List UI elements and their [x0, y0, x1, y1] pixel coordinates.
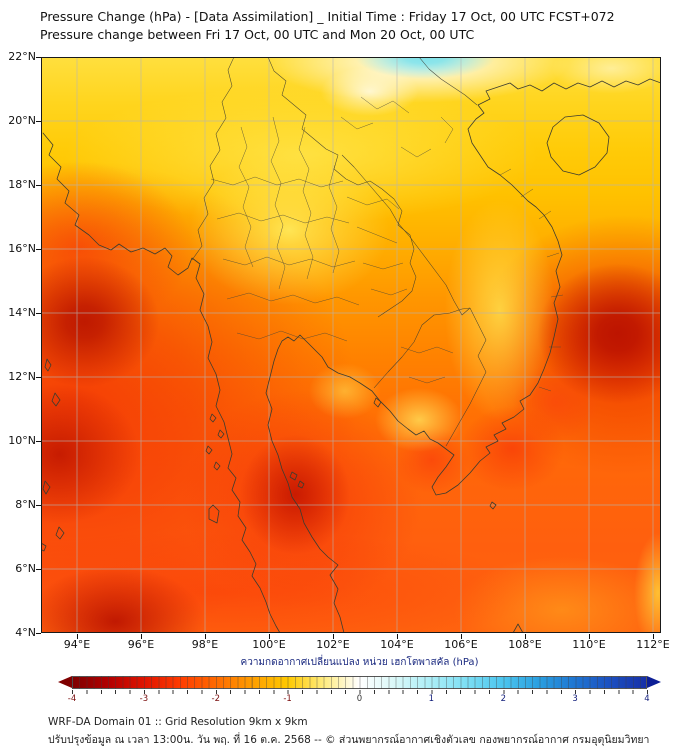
- lat-label-20n: 20°N: [8, 114, 36, 127]
- cb-label-neg3: -3: [139, 694, 149, 704]
- gridlines: [41, 57, 661, 633]
- colorbar-segment-lines: [72, 676, 647, 689]
- footer-credit: ปรับปรุงข้อมูล ณ เวลา 13:00น. วัน พฤ. ที…: [48, 734, 650, 746]
- lat-label-6n: 6°N: [15, 562, 36, 575]
- page-subtitle: Pressure change between Fri 17 Oct, 00 U…: [40, 27, 475, 42]
- lat-label-18n: 18°N: [8, 178, 36, 191]
- lon-label-98e: 98°E: [191, 638, 219, 651]
- lat-label-10n: 10°N: [8, 434, 36, 447]
- footer-domain-info: WRF-DA Domain 01 :: Grid Resolution 9km …: [48, 716, 308, 728]
- map-overlay-svg: [41, 57, 661, 633]
- lon-label-102e: 102°E: [316, 638, 350, 651]
- colorbar-body: [72, 676, 647, 689]
- colorbar-title: ความกดอากาศเปลี่ยนแปลง หน่วย เฮกโตพาสคัล…: [240, 657, 479, 668]
- lat-label-8n: 8°N: [15, 498, 36, 511]
- cb-label-2: 2: [500, 694, 506, 704]
- coastlines: [41, 78, 661, 633]
- colorbar: [58, 676, 661, 689]
- pressure-field: [41, 57, 661, 633]
- cb-label-neg4: -4: [67, 694, 77, 704]
- cb-label-3: 3: [572, 694, 578, 704]
- lon-label-110e: 110°E: [572, 638, 606, 651]
- longitude-tick-marks: [77, 634, 654, 639]
- latitude-tick-marks: [36, 57, 41, 634]
- cb-label-0: 0: [356, 694, 363, 704]
- lat-label-22n: 22°N: [8, 50, 36, 63]
- small-islands: [205, 397, 524, 633]
- map-plot: [41, 57, 661, 633]
- lat-label-12n: 12°N: [8, 370, 36, 383]
- cb-label-neg2: -2: [211, 694, 221, 704]
- cb-label-1: 1: [428, 694, 435, 704]
- country-borders: [191, 57, 487, 447]
- map-frame: [41, 57, 661, 633]
- colorbar-tick-marks: [72, 690, 648, 694]
- lat-label-4n: 4°N: [15, 626, 36, 639]
- cb-label-neg1: -1: [283, 694, 292, 704]
- phuket-island: [208, 504, 220, 524]
- cb-label-4: 4: [644, 694, 650, 704]
- page-title: Pressure Change (hPa) - [Data Assimilati…: [40, 9, 615, 24]
- lon-label-96e: 96°E: [127, 638, 155, 651]
- lat-label-14n: 14°N: [8, 306, 36, 319]
- lon-label-104e: 104°E: [380, 638, 414, 651]
- lon-label-100e: 100°E: [252, 638, 286, 651]
- colorbar-right-arrow: [647, 676, 661, 688]
- lon-label-108e: 108°E: [508, 638, 542, 651]
- andaman-islands: [41, 358, 65, 552]
- hainan-island: [546, 114, 610, 176]
- lon-label-112e: 112°E: [636, 638, 670, 651]
- colorbar-left-arrow: [58, 676, 72, 688]
- lon-label-106e: 106°E: [444, 638, 478, 651]
- lon-label-94e: 94°E: [63, 638, 91, 651]
- province-borders: [210, 96, 564, 392]
- lat-label-16n: 16°N: [8, 242, 36, 255]
